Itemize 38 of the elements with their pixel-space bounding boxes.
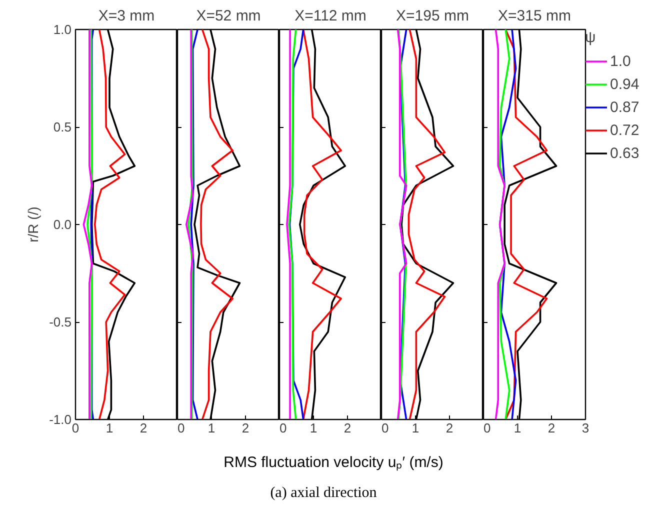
chart-title: X=3 mm [98,8,155,24]
line-series [86,30,93,420]
chart-title: X=52 mm [196,8,261,24]
x-tick-label: 1 [208,420,216,436]
x-tick-label: 2 [446,420,454,436]
x-tick-label: 2 [140,420,148,436]
chart-title: X=195 mm [396,8,469,24]
line-series [94,30,126,420]
x-tick-label: 1 [106,420,114,436]
x-tick-label: 0 [484,420,491,436]
y-tick-label: 1.0 [53,22,72,37]
x-tick-label: 2 [548,420,556,436]
legend-label: 0.94 [610,76,640,92]
x-tick-label: 0 [72,420,80,436]
y-tick-label: -1.0 [49,412,72,427]
x-tick-label: 2 [242,420,250,436]
x-tick-label: 3 [582,420,590,436]
x-tick-label: 0 [178,420,185,436]
x-tick-label: 1 [310,420,318,436]
legend-label: 1.0 [610,52,631,70]
y-tick-label: 0.0 [53,217,72,232]
x-tick-label: 0 [382,420,389,436]
y-tick-label: 0.5 [53,120,72,134]
x-tick-label: 2 [344,420,352,436]
legend-label: 0.63 [610,144,640,162]
legend-title: ψ [585,29,597,46]
x-tick-label: 1 [514,420,522,436]
chart-title: X=112 mm [294,8,366,24]
text: (a) axial direction [270,484,377,504]
x-axis-title: RMS fluctuation velocity uₚ′ (m/s) [224,453,444,473]
line-series [82,30,93,420]
x-tick-label: 0 [280,420,287,436]
legend-label: 0.87 [610,98,640,116]
legend-label: 0.72 [610,122,640,138]
y-tick-label: -0.5 [49,314,72,330]
y-axis-title: r/R (/) [25,206,42,242]
chart-title: X=315 mm [498,8,571,24]
x-tick-label: 1 [412,420,420,436]
